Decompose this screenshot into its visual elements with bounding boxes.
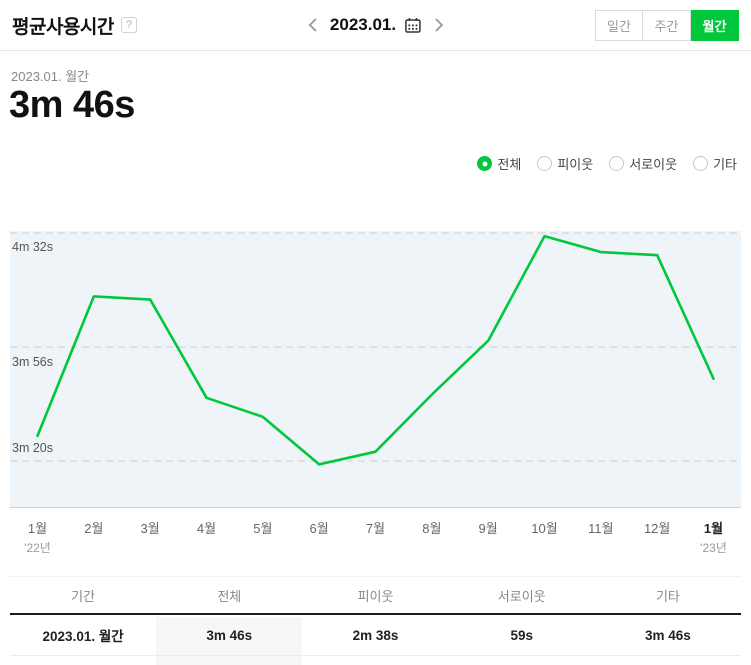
filter-label: 전체 [497, 157, 522, 172]
next-month-icon[interactable] [429, 16, 447, 34]
page-title: 평균사용시간 [12, 16, 114, 38]
x-axis-month-label: 12월 [643, 521, 671, 536]
table-header-cell: 서로이웃 [497, 588, 546, 604]
filter-mutual-neighbors[interactable]: 서로이웃 [609, 154, 677, 173]
x-axis-year-label: '22년 [24, 541, 51, 555]
table-header-cell: 기간 [71, 588, 96, 604]
date-navigator: 2023.01. [304, 15, 447, 35]
radio-icon [693, 156, 709, 171]
summary-table: 기간 전체 피이웃 서로이웃 기타 2023.01. 월간 3m 46s 2m 38s 59s… [0, 576, 751, 665]
filter-subscribers[interactable]: 피이웃 [537, 154, 593, 173]
x-axis-month-label: 8월 [422, 521, 442, 536]
summary-value: 3m 46s [9, 84, 135, 126]
header: 평균사용시간 ? 2023.01. 일간 주간 [0, 0, 751, 51]
highlighted-column-background [156, 617, 303, 665]
title-wrap: 평균사용시간 ? [12, 12, 137, 39]
x-axis-month-label: 1월 [703, 521, 724, 536]
table-row: 2023.01. 월간 3m 46s 2m 38s 59s 3m 46s [10, 615, 741, 656]
x-axis-month-label: 7월 [365, 521, 386, 536]
y-axis-tick-label: 3m 20s [12, 441, 53, 455]
table-cell: 2023.01. 월간 [42, 629, 124, 644]
calendar-icon[interactable] [404, 17, 421, 34]
audience-filter-group: 전체 피이웃 서로이웃 기타 [477, 154, 737, 173]
table-header-cell: 전체 [217, 588, 242, 604]
radio-selected-icon [477, 156, 493, 171]
tab-daily[interactable]: 일간 [595, 9, 643, 41]
table-body: 2023.01. 월간 3m 46s 2m 38s 59s 3m 46s [0, 615, 751, 656]
table-cell: 59s [510, 627, 533, 643]
x-axis-month-label: 11월 [588, 521, 614, 536]
filter-label: 서로이웃 [629, 157, 678, 172]
x-axis-month-label: 3월 [140, 521, 160, 536]
help-icon[interactable]: ? [120, 17, 137, 33]
chart-canvas [10, 231, 741, 466]
x-axis-year-label: '23년 [700, 541, 727, 555]
usage-time-series-line [36, 234, 715, 466]
x-axis-month-label: 2월 [84, 521, 104, 536]
y-axis-tick-label: 3m 56s [12, 354, 53, 369]
radio-icon [609, 156, 625, 171]
x-axis-month-label: 9월 [478, 521, 498, 536]
table-cell: 2m 38s [352, 627, 399, 643]
table-header-cell: 기타 [655, 588, 680, 604]
table-cell: 3m 46s [645, 627, 691, 643]
summary-period: 2023.01. 월간 [11, 69, 90, 84]
y-axis-tick-label: 4m 32s [12, 240, 53, 254]
period-tabs: 일간 주간 월간 [595, 9, 739, 41]
filter-label: 기타 [713, 157, 737, 172]
table-header-cell: 피이웃 [357, 588, 394, 604]
x-axis-month-label: 10월 [531, 521, 558, 536]
tab-weekly[interactable]: 주간 [643, 9, 691, 41]
usage-time-line-chart: 4m 32s 3m 56s 3m 20s [10, 231, 741, 508]
x-axis-labels: 1월 '22년 2월 3월 4월 5월 6월 7월 8월 9월 10월 11월 12월 1월 '23년 [10, 508, 741, 560]
filter-others[interactable]: 기타 [693, 154, 737, 173]
radio-icon [537, 156, 553, 171]
tab-monthly[interactable]: 월간 [691, 9, 739, 41]
table-cell: 3m 46s [206, 627, 253, 643]
x-axis-month-label: 5월 [253, 521, 273, 536]
prev-month-icon[interactable] [304, 16, 322, 34]
table-header-row: 기간 전체 피이웃 서로이웃 기타 [10, 576, 741, 615]
x-axis-month-label: 1월 [27, 521, 48, 536]
x-axis-month-label: 6월 [309, 521, 329, 536]
x-axis-month-label: 4월 [196, 521, 217, 536]
filter-label: 피이웃 [557, 157, 594, 172]
filter-all[interactable]: 전체 [477, 154, 521, 173]
current-date-label: 2023.01. [329, 15, 397, 34]
